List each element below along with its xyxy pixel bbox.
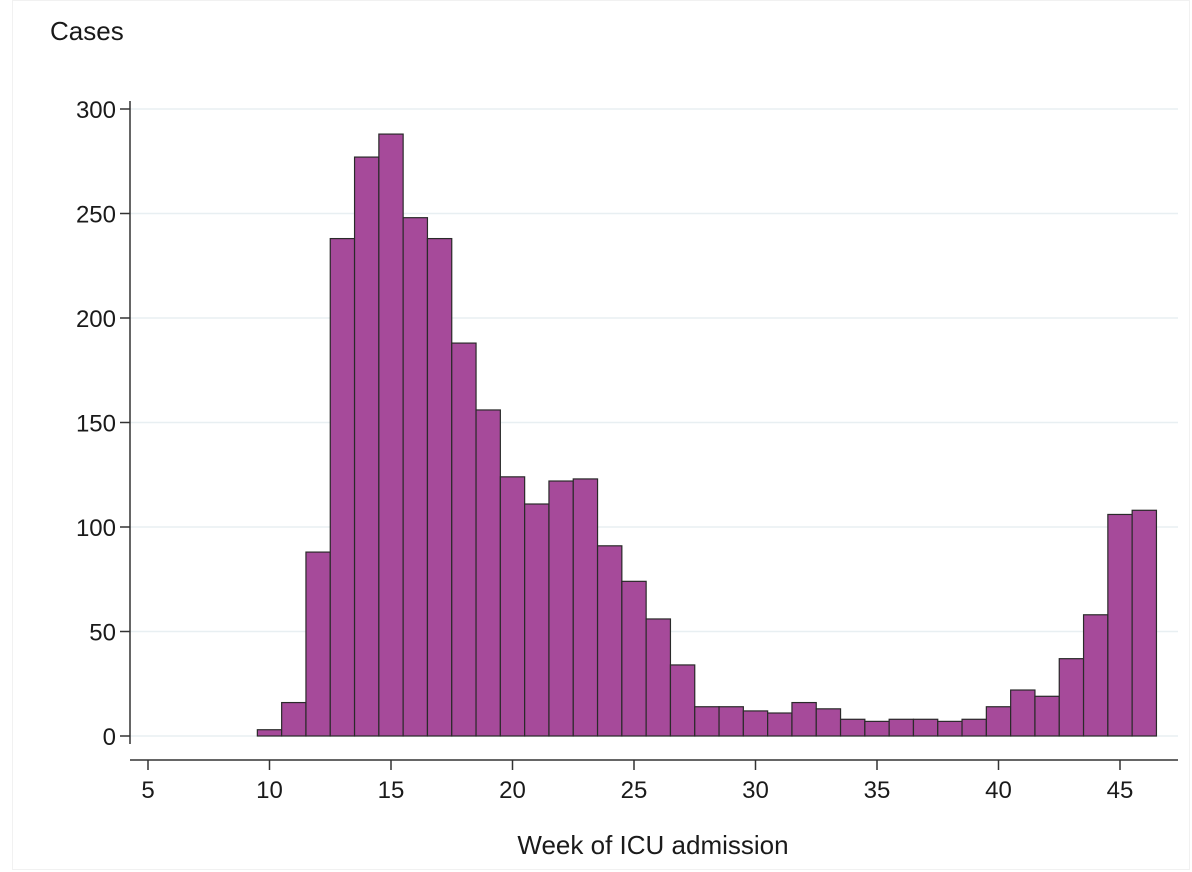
bar-week-45: [1107, 513, 1133, 737]
x-tick-label-30: 30: [742, 777, 769, 804]
y-tick-label-0: 0: [103, 724, 116, 751]
y-tick-label-300: 300: [76, 97, 116, 124]
bar-week-31: [767, 712, 793, 737]
bar-week-42: [1034, 695, 1060, 737]
bar-week-24: [596, 545, 623, 737]
bar-week-40: [985, 706, 1012, 737]
bar-week-14: [353, 156, 380, 737]
bar-week-41: [1010, 689, 1036, 737]
y-axis-title: Cases: [50, 16, 124, 46]
x-tick-label-15: 15: [378, 777, 405, 804]
bar-week-36: [888, 718, 915, 737]
bar-week-35: [864, 720, 890, 737]
bar-week-26: [645, 618, 672, 737]
bar-week-46: [1131, 509, 1158, 737]
bar-week-27: [669, 664, 696, 737]
bar-week-19: [475, 409, 501, 737]
x-tick-label-35: 35: [864, 777, 891, 804]
bar-week-44: [1082, 614, 1109, 737]
bar-week-15: [378, 133, 404, 737]
x-tick-label-20: 20: [499, 777, 526, 804]
y-tick-label-250: 250: [76, 202, 116, 229]
y-tick-label-50: 50: [89, 620, 116, 647]
x-tick-label-10: 10: [256, 777, 283, 804]
x-tick-label-25: 25: [621, 777, 648, 804]
x-tick-label-5: 5: [141, 777, 154, 804]
bar-week-20: [499, 476, 526, 737]
x-axis-title: Week of ICU admission: [517, 830, 788, 860]
bar-week-39: [961, 718, 987, 737]
bar-week-11: [281, 701, 307, 737]
bar-week-25: [621, 580, 647, 737]
bar-week-21: [524, 503, 550, 737]
bar-week-17: [426, 237, 453, 737]
axes: 0 50 100 150 200 250 300 5 10 15 20 25 30 35 40 45: [76, 97, 1178, 804]
bar-week-34: [839, 718, 866, 737]
bar-week-32: [791, 701, 817, 737]
bar-week-30: [742, 710, 769, 737]
bar-week-38: [937, 720, 963, 737]
bar-week-22: [548, 480, 574, 737]
bar-week-10: [256, 729, 283, 737]
bar-week-43: [1058, 658, 1085, 737]
bar-week-18: [451, 342, 477, 737]
y-tick-label-100: 100: [76, 515, 116, 542]
x-tick-label-45: 45: [1107, 777, 1134, 804]
bar-week-13: [329, 237, 356, 737]
bar-week-29: [718, 706, 744, 737]
bars: [256, 133, 1158, 737]
y-tick-label-200: 200: [76, 306, 116, 333]
bar-week-33: [815, 708, 842, 737]
bar-week-37: [912, 718, 939, 737]
chart-frame: [12, 0, 1190, 870]
y-tick-label-150: 150: [76, 411, 116, 438]
bar-week-12: [305, 551, 331, 737]
bar-week-28: [694, 706, 720, 737]
bar-week-16: [402, 217, 429, 737]
x-tick-label-40: 40: [985, 777, 1012, 804]
bar-week-23: [572, 478, 599, 737]
